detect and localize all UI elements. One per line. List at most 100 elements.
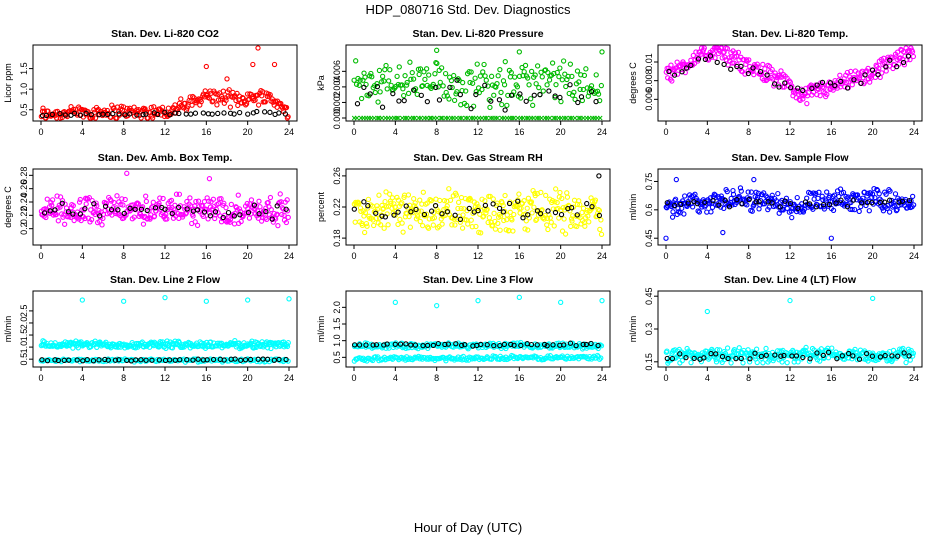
data-point [402,115,408,121]
data-point [848,68,854,75]
data-point [529,210,535,216]
panel-title: Stan. Dev. Li-820 CO2 [111,28,219,40]
data-point [367,91,373,97]
data-point [390,90,396,97]
data-point [455,199,462,205]
data-point [563,115,569,121]
data-point [246,215,253,221]
data-point [900,59,907,66]
data-point [665,75,671,81]
data-point [536,84,542,91]
data-point [80,358,86,364]
data-point [491,343,497,349]
data-point [795,359,801,365]
data-point [352,219,358,225]
x-tick-label: 8 [746,127,751,137]
data-point [236,109,243,116]
x-tick-label: 16 [514,373,524,383]
data-point [552,93,558,99]
data-point [194,207,201,213]
data-point [442,341,448,348]
data-point [845,350,852,357]
data-point [121,210,127,217]
data-point [167,357,173,363]
data-point [598,217,604,223]
data-point [673,176,679,183]
x-tick-label: 12 [160,251,170,261]
data-point [859,200,865,206]
data-point [65,209,72,215]
data-point [285,340,291,346]
x-tick-label: 16 [514,127,524,137]
data-point [388,82,394,88]
data-point [387,67,393,73]
data-point [190,357,196,363]
x-tick-label: 8 [746,373,751,383]
data-point [473,89,479,95]
data-point [907,357,913,363]
data-point [752,354,758,360]
data-point [564,194,571,200]
data-point [679,357,685,364]
data-point [235,192,241,198]
data-point [568,223,574,230]
data-point [160,195,166,202]
data-point [90,358,97,364]
data-point [454,77,460,83]
data-point [231,111,237,117]
data-point [797,97,803,103]
data-point [412,342,419,348]
data-point [276,356,282,363]
data-point [70,345,76,351]
data-point [235,102,241,109]
x-tick-label: 20 [556,251,566,261]
data-point [131,104,137,110]
data-point [567,340,574,346]
data-point [200,110,206,116]
data-point [834,356,840,362]
data-point [831,192,838,198]
data-points [663,176,917,241]
data-point [492,226,499,232]
data-point [806,201,813,207]
data-point [401,97,407,104]
data-point [176,339,182,346]
panel-4: Stan. Dev. Amb. Box Temp.0 4 8 12 16 20 240.20… [3,152,298,261]
data-point [382,214,389,220]
x-tick-label: 16 [514,251,524,261]
data-point [563,83,569,90]
data-point [178,96,184,102]
data-point [586,219,592,225]
data-point [745,347,751,353]
data-point [275,223,281,229]
data-point [422,76,428,83]
data-point [274,211,280,217]
data-point [245,297,251,303]
data-point [541,341,548,348]
data-point [391,201,397,207]
data-point [679,69,685,75]
data-point [894,63,900,70]
data-point [584,200,590,207]
data-point [550,342,556,348]
data-point [49,202,55,208]
data-point [599,49,605,55]
y-axis-label: kPa [316,75,326,91]
x-tick-label: 20 [556,373,566,383]
y-axis-label: ml/min [628,316,638,343]
data-point [585,213,591,219]
data-point [376,67,383,74]
data-point [820,197,826,203]
data-point [383,204,390,210]
data-point [905,53,912,59]
data-point [383,189,389,195]
data-point [231,221,238,227]
data-point [102,203,109,209]
data-point [518,342,524,349]
data-point [483,77,489,83]
data-point [559,77,565,83]
data-point [423,211,430,217]
data-point [598,343,605,349]
data-point [472,75,478,81]
data-point [94,107,101,114]
